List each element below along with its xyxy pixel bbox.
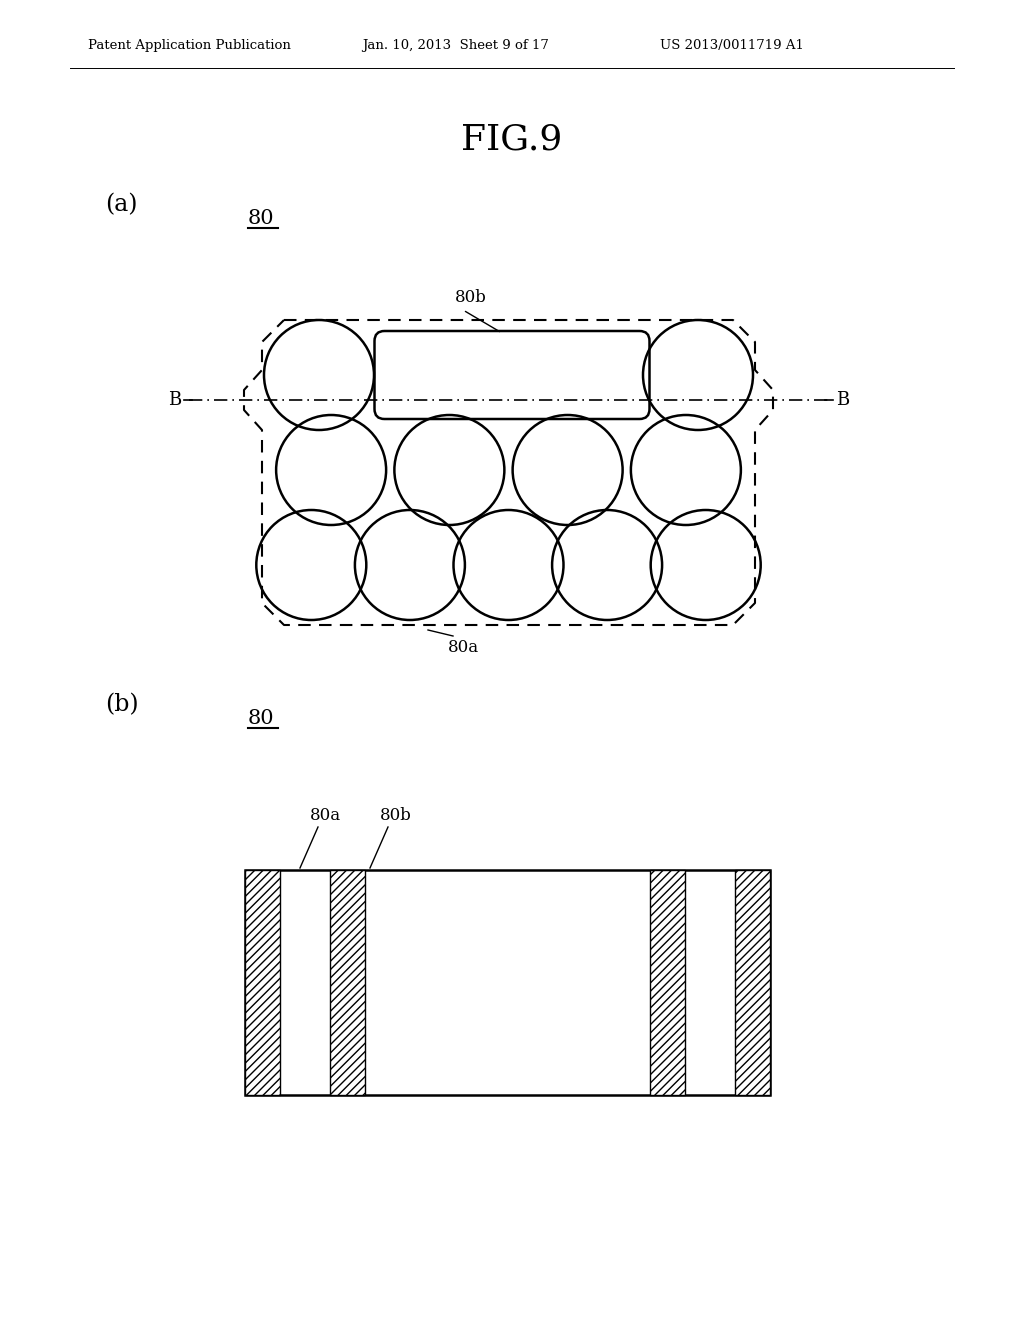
Text: 80: 80 xyxy=(248,209,274,227)
Text: (a): (a) xyxy=(105,194,137,216)
Bar xyxy=(330,870,365,1096)
Text: B: B xyxy=(168,391,181,409)
Bar xyxy=(735,870,770,1096)
Bar xyxy=(650,870,685,1096)
Bar xyxy=(245,870,280,1096)
Text: 80: 80 xyxy=(248,709,274,727)
Text: FIG.9: FIG.9 xyxy=(462,123,562,157)
Text: 80a: 80a xyxy=(449,639,479,656)
Text: Jan. 10, 2013  Sheet 9 of 17: Jan. 10, 2013 Sheet 9 of 17 xyxy=(362,40,549,53)
Text: US 2013/0011719 A1: US 2013/0011719 A1 xyxy=(660,40,804,53)
Bar xyxy=(245,870,770,1096)
Text: 80b: 80b xyxy=(455,289,486,306)
Text: (b): (b) xyxy=(105,693,138,717)
Text: 80b: 80b xyxy=(380,807,412,824)
Text: Patent Application Publication: Patent Application Publication xyxy=(88,40,291,53)
Text: 80a: 80a xyxy=(310,807,341,824)
Text: B: B xyxy=(836,391,849,409)
